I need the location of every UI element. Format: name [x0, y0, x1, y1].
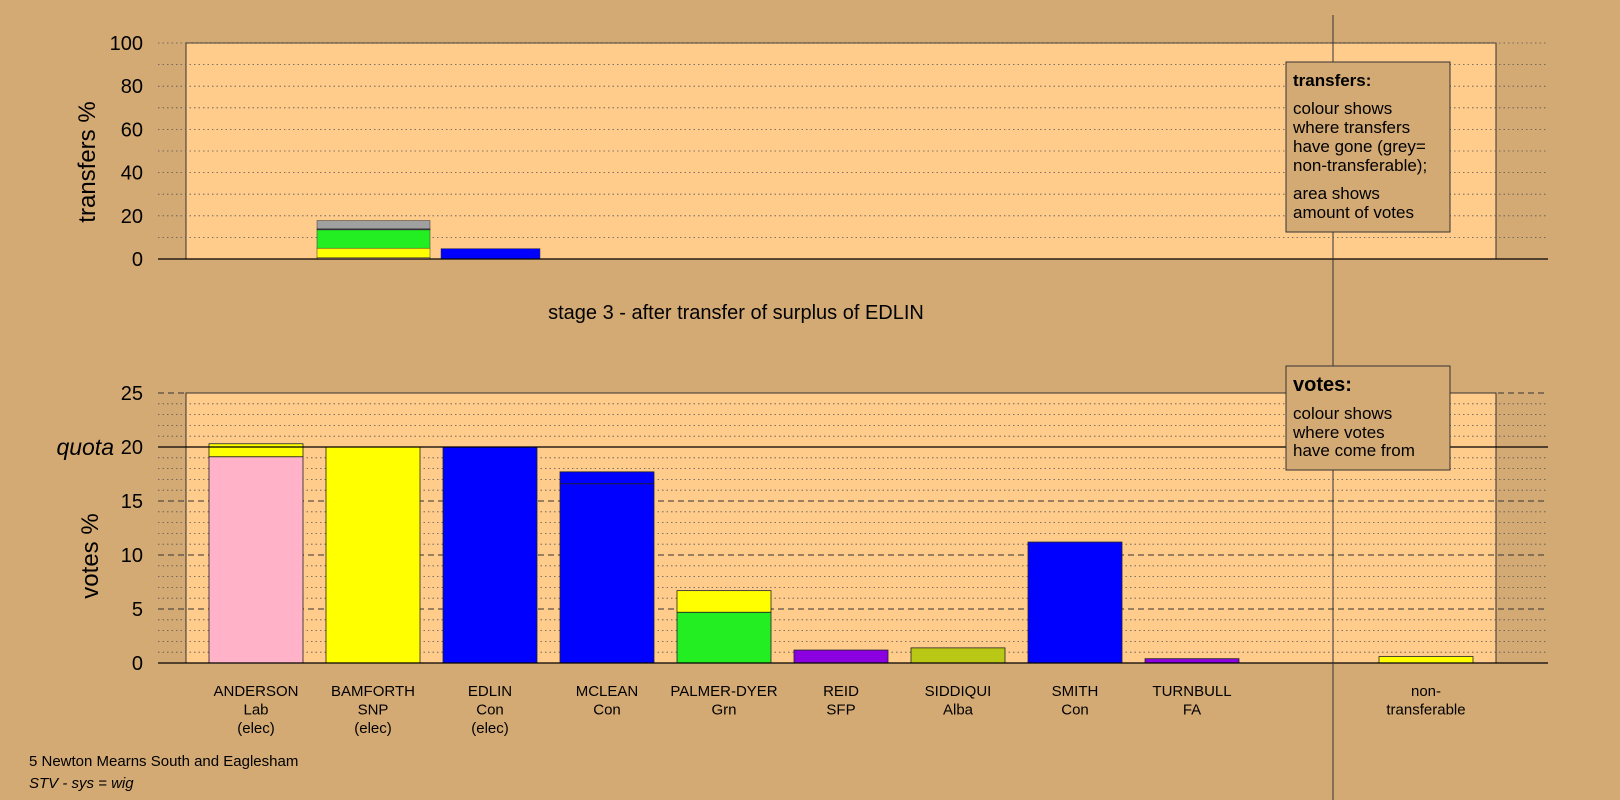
candidate-name: ANDERSON: [213, 683, 298, 700]
candidate-party: Grn: [711, 702, 736, 719]
transfer-segment: [316, 229, 431, 249]
votes-legend-title: votes:: [1293, 374, 1352, 396]
candidate-name: SMITH: [1052, 683, 1099, 700]
votes-legend-box: [1285, 365, 1451, 471]
candidate-party: Alba: [943, 702, 974, 719]
votes-y-tick-label: 20: [121, 437, 143, 459]
transfers-y-tick-label: 100: [110, 33, 143, 55]
candidate-status: (elec): [354, 720, 392, 737]
transfer-segment: [316, 247, 431, 258]
votes-y-ticks: 0 5 10 15 20 25: [121, 383, 143, 675]
votes-legend-line: colour shows: [1293, 404, 1392, 423]
vote-segment: [559, 483, 655, 664]
votes-y-tick-label: 25: [121, 383, 143, 405]
transfers-legend-line: amount of votes: [1293, 203, 1414, 222]
vote-segment: [910, 647, 1006, 664]
votes-y-tick-label: 15: [121, 491, 143, 513]
transfers-y-tick-label: 20: [121, 206, 143, 228]
candidate-name: EDLIN: [468, 683, 512, 700]
transfers-legend: transfers: colour shows where transfers …: [1285, 61, 1451, 233]
nontransferable-label: non-: [1411, 683, 1441, 700]
candidate-name: MCLEAN: [576, 683, 639, 700]
ward-name: 5 Newton Mearns South and Eaglesham: [29, 753, 298, 770]
candidate-name: BAMFORTH: [331, 683, 415, 700]
votes-bars: [208, 443, 1474, 664]
candidate-labels: ANDERSONLab(elec)BAMFORTHSNP(elec)EDLINC…: [213, 683, 1465, 737]
candidate-party: Lab: [243, 702, 268, 719]
vote-segment: [208, 456, 304, 664]
transfers-y-tick-label: 0: [132, 249, 143, 271]
vote-segment: [559, 471, 655, 485]
transfer-segment: [440, 248, 541, 260]
vote-segment: [442, 446, 538, 664]
vote-segment: [1378, 656, 1474, 664]
vote-segment: [793, 649, 889, 664]
vote-segment: [1027, 541, 1123, 664]
vote-segment: [676, 590, 772, 613]
candidate-status: (elec): [237, 720, 275, 737]
transfers-y-tick-label: 80: [121, 76, 143, 98]
transfers-panel: 0 20 40 60 80 100 transfers % stage 3 - after…: [74, 33, 1548, 324]
candidate-party: Con: [1061, 702, 1089, 719]
vote-segment: [1144, 658, 1240, 664]
votes-y-label: votes %: [77, 513, 104, 598]
system-label: STV - sys = wig: [29, 775, 134, 792]
candidate-name: REID: [823, 683, 859, 700]
transfers-y-tick-label: 40: [121, 163, 143, 185]
votes-y-tick-label: 5: [132, 599, 143, 621]
votes-legend-line: have come from: [1293, 441, 1415, 460]
transfers-y-ticks: 0 20 40 60 80 100: [110, 33, 143, 271]
nontransferable-label: transferable: [1386, 702, 1465, 719]
transfers-legend-line: colour shows: [1293, 99, 1392, 118]
candidate-party: Con: [476, 702, 504, 719]
votes-y-tick-label: 0: [132, 653, 143, 675]
transfers-y-label: transfers %: [74, 101, 101, 222]
stage-caption: stage 3 - after transfer of surplus of E…: [548, 302, 924, 324]
candidate-name: SIDDIQUI: [925, 683, 992, 700]
transfers-legend-line: area shows: [1293, 184, 1380, 203]
transfers-bars: [316, 220, 541, 260]
transfers-legend-line: non-transferable);: [1293, 156, 1427, 175]
transfer-segment: [316, 220, 431, 230]
transfers-legend-box: [1285, 61, 1451, 233]
candidate-status: (elec): [471, 720, 509, 737]
candidate-party: SFP: [826, 702, 855, 719]
transfers-y-tick-label: 60: [121, 119, 143, 141]
transfers-legend-title: transfers:: [1293, 71, 1371, 90]
quota-label: quota: [56, 434, 114, 460]
candidate-party: Con: [593, 702, 621, 719]
candidate-party: FA: [1183, 702, 1201, 719]
votes-y-tick-label: 10: [121, 545, 143, 567]
candidate-name: PALMER-DYER: [670, 683, 777, 700]
candidate-name: TURNBULL: [1152, 683, 1231, 700]
vote-segment: [676, 611, 772, 664]
vote-segment: [325, 446, 421, 664]
votes-legend-line: where votes: [1292, 423, 1385, 442]
transfers-legend-line: where transfers: [1292, 118, 1410, 137]
transfers-legend-line: have gone (grey=: [1293, 137, 1426, 156]
candidate-party: SNP: [358, 702, 389, 719]
votes-legend: votes: colour shows where votes have com…: [1285, 365, 1451, 471]
vote-segment: [208, 443, 304, 458]
